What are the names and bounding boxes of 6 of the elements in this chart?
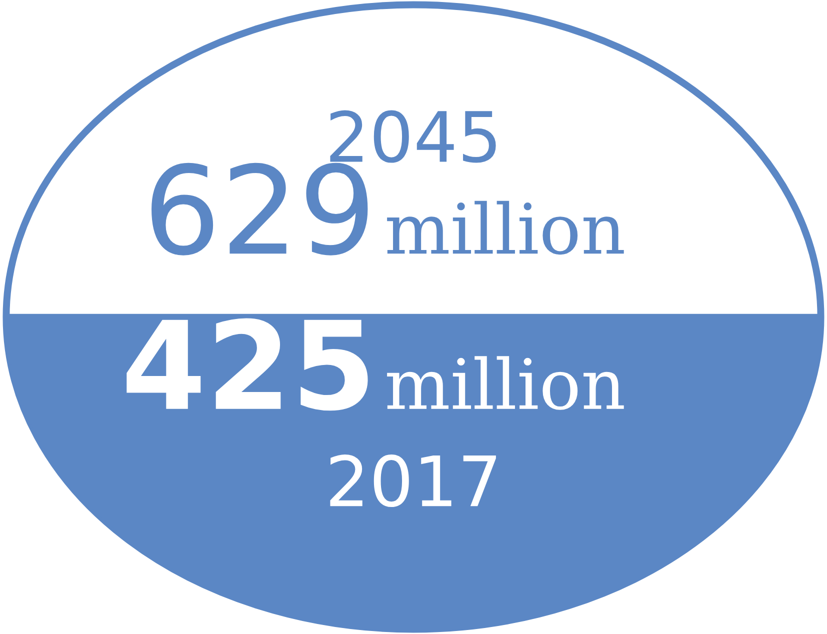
text: million [387, 200, 624, 255]
category-label: 2017 [330, 454, 496, 508]
text: million [387, 356, 624, 410]
category-label: 2045 [330, 110, 496, 163]
data-label: 629 [152, 162, 368, 256]
data-label: 425 [126, 318, 368, 411]
